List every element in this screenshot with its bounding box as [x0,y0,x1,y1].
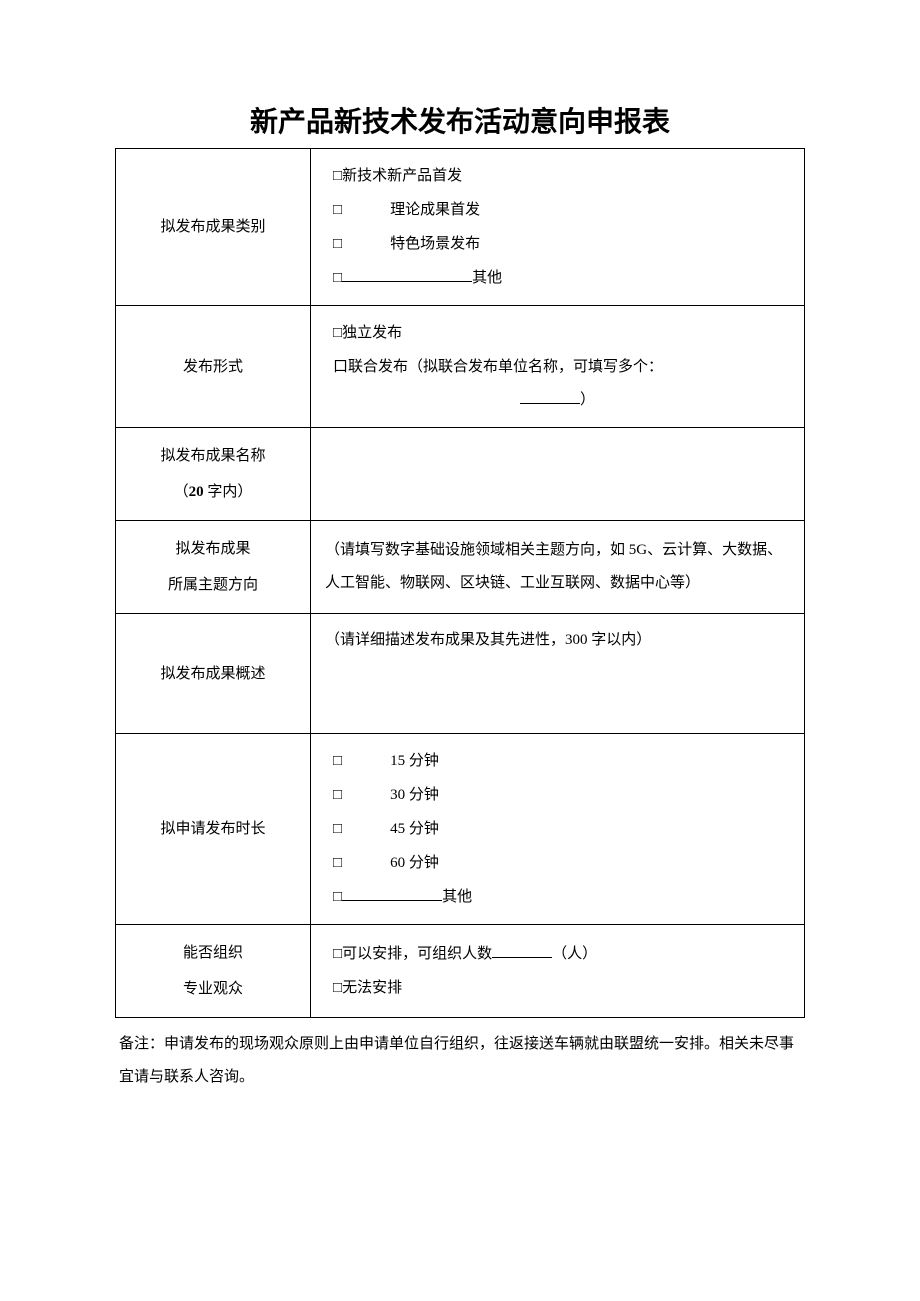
row-audience: 能否组织 专业观众 □可以安排，可组织人数 （人） □无法安排 [116,925,805,1018]
summary-hint: （请详细描述发布成果及其先进性，300 字以内） [325,632,651,648]
theme-hint: （请填写数字基础设施领域相关主题方向，如 5G、云计算、大数据、人工智能、物联网… [325,542,782,591]
joint-blank-line[interactable] [520,389,580,404]
label-name-line2: （20 字内） [130,474,296,510]
label-name-line1: 拟发布成果名称 [130,438,296,474]
row-summary: 拟发布成果概述 （请详细描述发布成果及其先进性，300 字以内） [116,614,805,734]
application-form-table: 拟发布成果类别 □新技术新产品首发 □理论成果首发 □特色场景发布 □其他 发布… [115,148,805,1018]
content-name[interactable] [311,428,805,521]
option-cannot-arrange: 无法安排 [342,980,402,996]
row-format: 发布形式 □独立发布 口联合发布（拟联合发布单位名称，可填写多个： ） [116,306,805,428]
content-category: □新技术新产品首发 □理论成果首发 □特色场景发布 □其他 [311,149,805,306]
option-45min: 45 分钟 [390,821,439,837]
option-special: 特色场景发布 [390,236,480,252]
other-blank[interactable] [342,267,472,282]
row-theme: 拟发布成果 所属主题方向 （请填写数字基础设施领域相关主题方向，如 5G、云计算… [116,521,805,614]
duration-other-blank[interactable] [342,886,442,901]
option-joint: 联合发布（拟联合发布单位名称，可填写多个： [348,359,663,375]
content-theme: （请填写数字基础设施领域相关主题方向，如 5G、云计算、大数据、人工智能、物联网… [311,521,805,614]
option-independent: 独立发布 [342,325,402,341]
checkbox-icon[interactable]: □ [333,778,342,811]
checkbox-icon[interactable]: 口 [333,350,348,383]
label-category: 拟发布成果类别 [116,149,311,306]
form-note: 备注：申请发布的现场观众原则上由申请单位自行组织，往返接送车辆就由联盟统一安排。… [115,1028,805,1094]
checkbox-icon[interactable]: □ [333,316,342,349]
label-audience-line2: 专业观众 [130,971,296,1007]
checkbox-icon[interactable]: □ [333,937,342,970]
option-duration-other: 其他 [442,889,472,905]
label-audience-line1: 能否组织 [130,935,296,971]
option-60min: 60 分钟 [390,855,439,871]
row-name: 拟发布成果名称 （20 字内） [116,428,805,521]
option-30min: 30 分钟 [390,787,439,803]
label-theme: 拟发布成果 所属主题方向 [116,521,311,614]
label-name: 拟发布成果名称 （20 字内） [116,428,311,521]
content-audience: □可以安排，可组织人数 （人） □无法安排 [311,925,805,1018]
row-category: 拟发布成果类别 □新技术新产品首发 □理论成果首发 □特色场景发布 □其他 [116,149,805,306]
label-format: 发布形式 [116,306,311,428]
option-theory: 理论成果首发 [390,202,480,218]
option-other: 其他 [472,270,502,286]
checkbox-icon[interactable]: □ [333,880,342,913]
option-can-arrange: 可以安排，可组织人数 [342,946,492,962]
checkbox-icon[interactable]: □ [333,744,342,777]
checkbox-icon[interactable]: □ [333,261,342,294]
checkbox-icon[interactable]: □ [333,846,342,879]
label-duration: 拟申请发布时长 [116,734,311,925]
audience-count-blank[interactable] [492,943,552,958]
content-format: □独立发布 口联合发布（拟联合发布单位名称，可填写多个： ） [311,306,805,428]
checkbox-icon[interactable]: □ [333,227,342,260]
option-joint-close: ） [580,392,595,408]
label-audience: 能否组织 专业观众 [116,925,311,1018]
label-summary: 拟发布成果概述 [116,614,311,734]
checkbox-icon[interactable]: □ [333,193,342,226]
label-theme-line2: 所属主题方向 [130,567,296,603]
page-title: 新产品新技术发布活动意向申报表 [115,100,805,140]
label-theme-line1: 拟发布成果 [130,531,296,567]
checkbox-icon[interactable]: □ [333,812,342,845]
checkbox-icon[interactable]: □ [333,159,342,192]
option-can-arrange-suffix: （人） [552,946,597,962]
content-duration: □ 15 分钟 □ 30 分钟 □ 45 分钟 □ 60 分钟 □ 其他 [311,734,805,925]
checkbox-icon[interactable]: □ [333,971,342,1004]
option-new-tech: 新技术新产品首发 [342,168,462,184]
row-duration: 拟申请发布时长 □ 15 分钟 □ 30 分钟 □ 45 分钟 □ 60 分钟 □ 其他 [116,734,805,925]
content-summary: （请详细描述发布成果及其先进性，300 字以内） [311,614,805,734]
option-15min: 15 分钟 [390,753,439,769]
